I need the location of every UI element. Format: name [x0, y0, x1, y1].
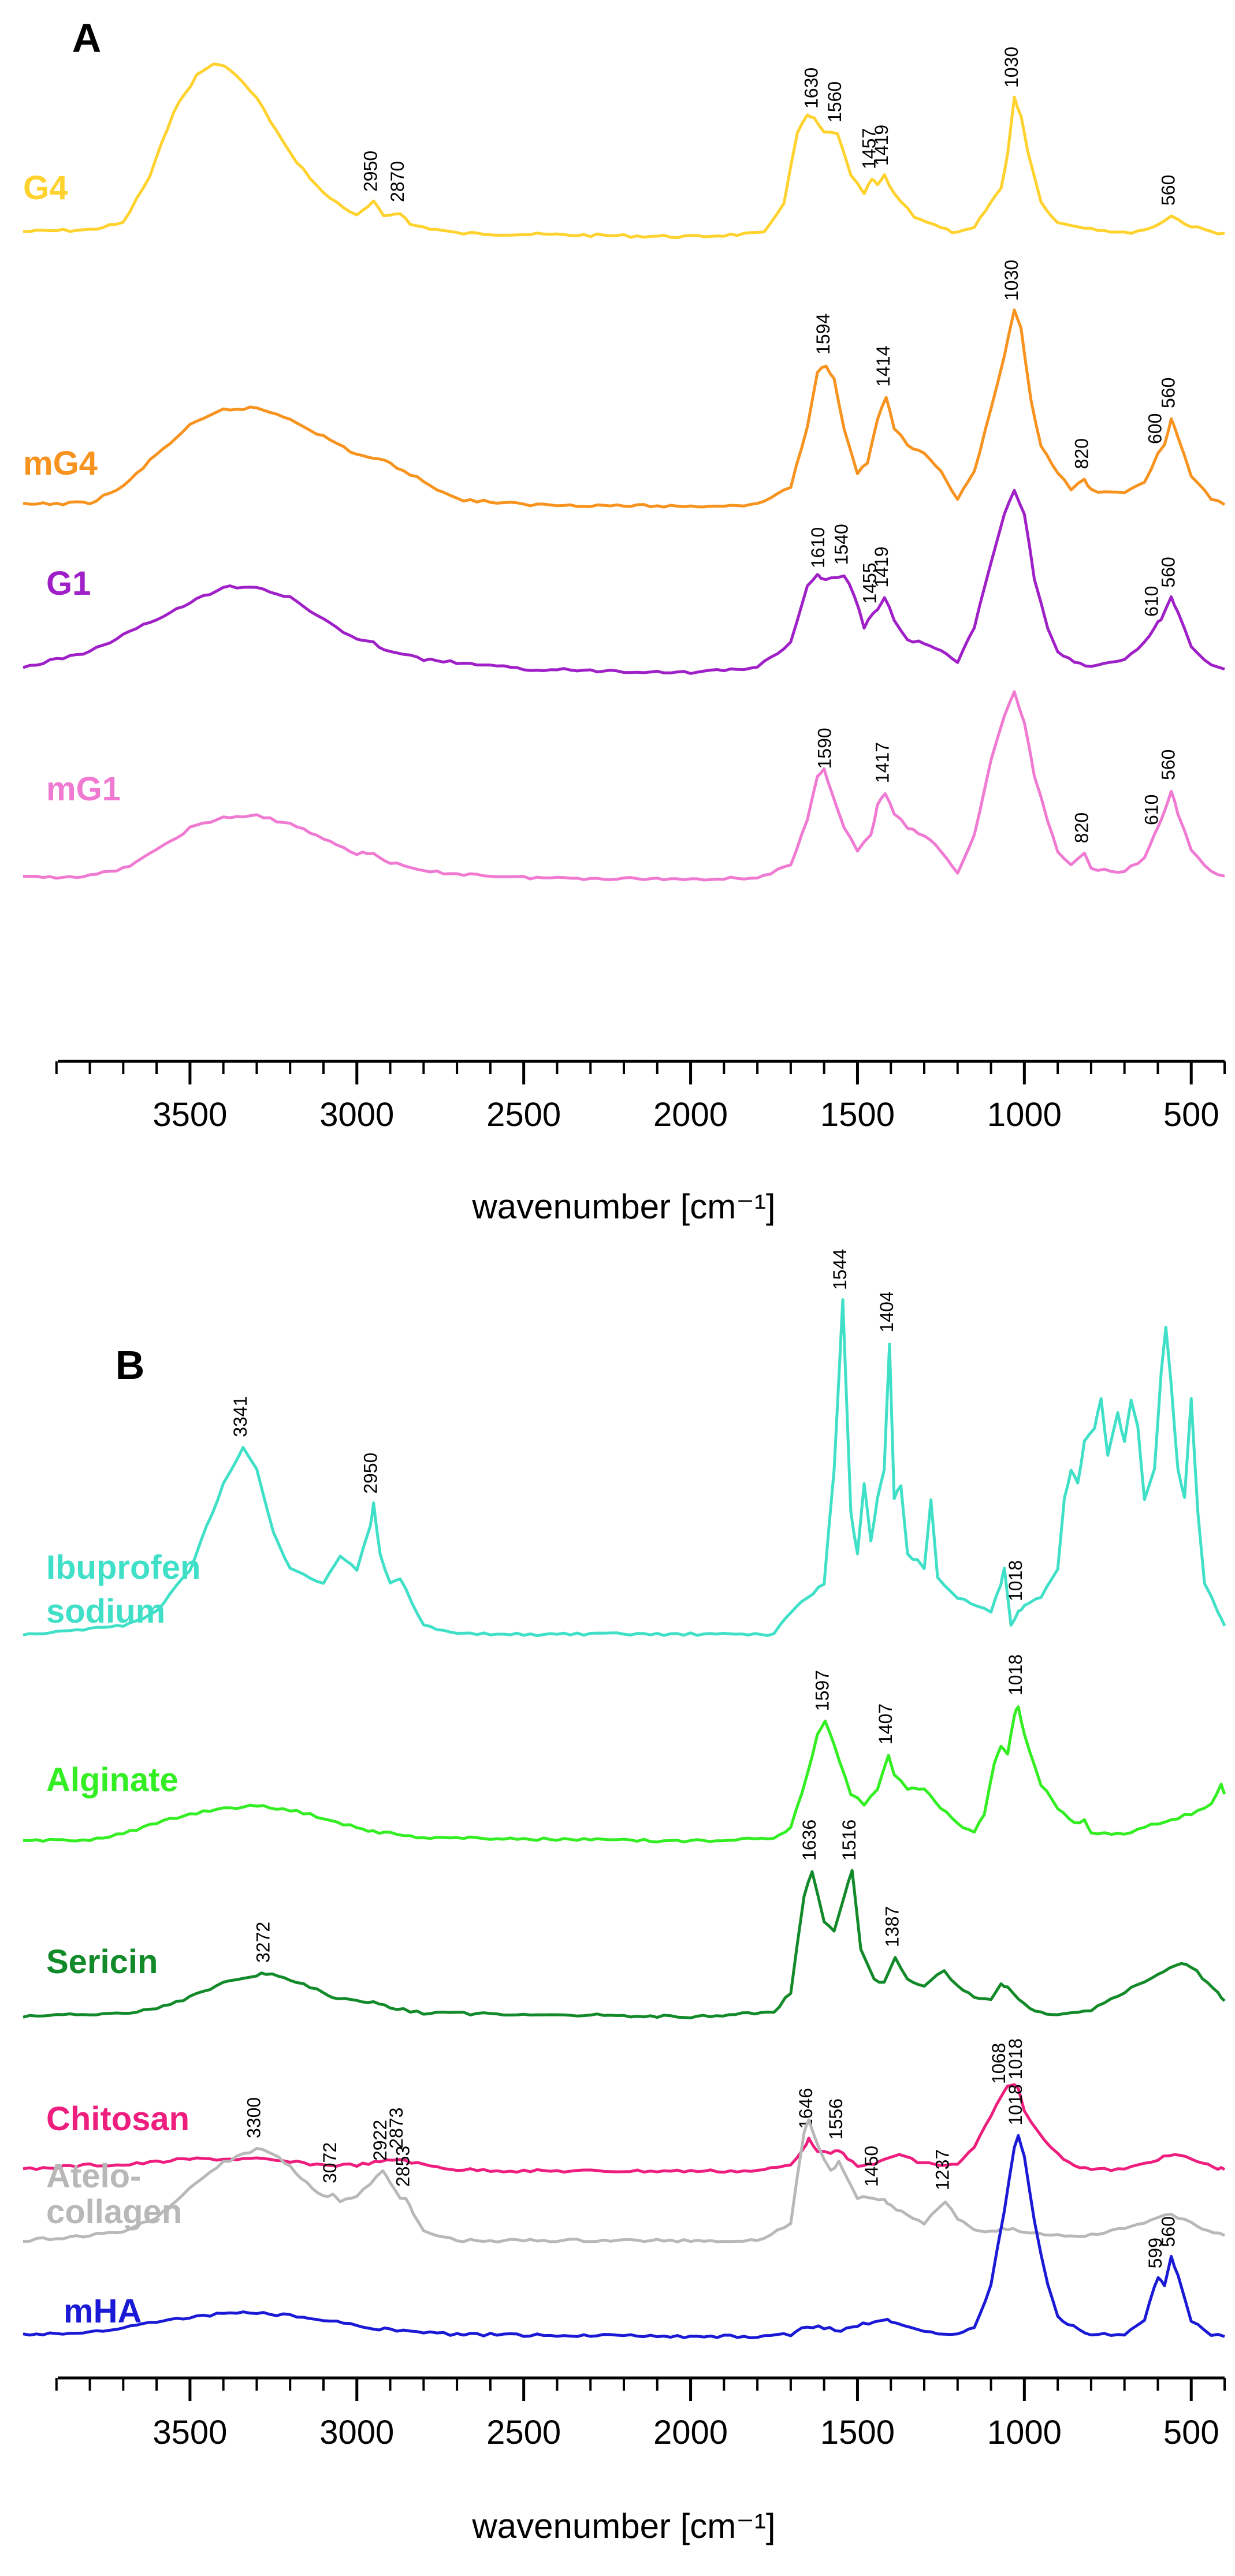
panel-a-series-g1-line	[23, 489, 1225, 675]
panel-b-tick-label-1500: 1500	[820, 2414, 895, 2451]
panel-b-series-label-atelocollagen-line1: Atelo-	[46, 2157, 141, 2195]
panel-b-series-label-ibuprofen-sodium-line1: Ibuprofen	[46, 1549, 200, 1586]
panel-a-peak-label-mg1-820: 820	[1071, 812, 1092, 843]
panel-b-x-axis-label: wavenumber [cm⁻¹]	[471, 2507, 775, 2545]
panel-a-peak-label-mg1-1417: 1417	[872, 742, 892, 783]
panel-b-series-ibuprofen-sodium-line	[23, 1298, 1226, 1638]
panel-b-peak-label-atelocollagen-2922: 2922	[370, 2120, 390, 2161]
panel-a-tick-label-2000: 2000	[653, 1096, 728, 1134]
panel-a-series-label-mg4: mG4	[23, 445, 98, 482]
panel-a-peak-label-g4-2950: 2950	[360, 151, 381, 192]
panel-a-tick-label-3000: 3000	[319, 1096, 394, 1134]
panel-b-series-atelocollagen-line	[23, 2118, 1225, 2243]
panel-a-peak-label-g1-1419: 1419	[871, 546, 892, 587]
panel-a-tick-label-3500: 3500	[152, 1096, 227, 1134]
panel-a-peak-label-g4-560: 560	[1158, 175, 1179, 206]
panel-b-peak-label-ibuprofen-sodium-1018: 1018	[1005, 1560, 1026, 1601]
panel-b-peak-label-mha-560: 560	[1158, 2216, 1179, 2247]
panel-b-series-label-mha: mHA	[64, 2292, 142, 2330]
panel-a-peak-label-mg4-600: 600	[1144, 413, 1165, 444]
panel-a-series-mg4-line	[23, 308, 1226, 509]
panel-a-series-label-g1: G1	[46, 565, 91, 602]
panel-b-series-label-sericin: Sericin	[46, 1943, 158, 1981]
panel-a-x-axis-label: wavenumber [cm⁻¹]	[471, 1187, 775, 1226]
panel-b-tick-label-2000: 2000	[653, 2414, 728, 2451]
panel-b-peak-label-mha-1018: 1018	[1005, 2084, 1026, 2125]
panel-b-letter: B	[116, 1343, 145, 1388]
panel-a-peak-label-g1-560: 560	[1158, 557, 1179, 587]
panel-b-peak-label-chitosan-2873: 2873	[386, 2108, 407, 2149]
panel-b-peak-label-ibuprofen-sodium-3341: 3341	[230, 1396, 251, 1437]
panel-a-peak-label-g4-1457: 1457	[858, 128, 879, 169]
panel-a-peak-label-g1-610: 610	[1141, 586, 1162, 617]
panel-a-tick-label-1000: 1000	[987, 1096, 1062, 1134]
panel-a-peak-label-mg4-1414: 1414	[873, 346, 894, 387]
panel-b-tick-label-3000: 3000	[319, 2414, 394, 2451]
panel-a-peak-label-mg4-1030: 1030	[1001, 260, 1022, 301]
panel-a-peak-label-g4-1630: 1630	[801, 68, 821, 109]
panel-a-peak-label-g1-1540: 1540	[831, 524, 851, 565]
panel-b-peak-label-alginate-1597: 1597	[812, 1670, 832, 1711]
panel-a-peak-label-g4-1560: 1560	[824, 81, 845, 122]
panel-a-peak-label-mg4-1594: 1594	[813, 314, 834, 355]
panel-a-peak-label-mg1-560: 560	[1158, 750, 1179, 780]
panel-b-series-mha-line	[23, 2134, 1225, 2339]
panel-a-series-g4-line	[23, 62, 1225, 240]
panel-b-peak-label-atelocollagen-1237: 1237	[932, 2149, 953, 2190]
panel-b-peak-label-atelocollagen-1450: 1450	[861, 2146, 881, 2187]
panel-a-letter: A	[72, 16, 102, 61]
panel-b-series-chitosan-line	[23, 2083, 1226, 2174]
panel-b-peak-label-sericin-1387: 1387	[882, 1906, 903, 1947]
panel-b-peak-label-atelocollagen-3300: 3300	[243, 2097, 264, 2138]
panel-a-peak-label-g1-1455: 1455	[859, 562, 880, 603]
panel-a-tick-label-1500: 1500	[820, 1096, 895, 1134]
panel-b-tick-label-1000: 1000	[987, 2414, 1062, 2451]
panel-a-peak-label-g4-2870: 2870	[387, 161, 408, 202]
panel-b-peak-label-atelocollagen-3072: 3072	[319, 2142, 340, 2183]
panel-b-peak-label-atelocollagen-2853: 2853	[393, 2146, 414, 2187]
panel-b-tick-label-500: 500	[1163, 2414, 1219, 2451]
panel-b-peak-label-sericin-1516: 1516	[839, 1820, 860, 1861]
panel-b-series-label-ibuprofen-sodium-line2: sodium	[46, 1593, 165, 1630]
panel-b-peak-label-mha-599: 599	[1145, 2238, 1166, 2268]
panel-b-peak-label-chitosan-1556: 1556	[825, 2098, 846, 2139]
panel-b-peak-label-chitosan-1646: 1646	[795, 2088, 816, 2129]
panel-b-peak-label-alginate-1407: 1407	[875, 1703, 896, 1744]
panel-b-peak-label-ibuprofen-sodium-2950: 2950	[360, 1453, 381, 1494]
panel-b-peak-label-sericin-1636: 1636	[799, 1820, 820, 1861]
panel-a-series-mg1-line	[23, 690, 1225, 882]
panel-b-series-label-atelocollagen-line2: collagen	[46, 2193, 182, 2231]
panel-b-series-label-chitosan: Chitosan	[46, 2100, 189, 2138]
panel-b-peak-label-sericin-3272: 3272	[253, 1922, 274, 1963]
panel-a-peak-label-mg1-1590: 1590	[814, 728, 835, 769]
panel-b-series-alginate-line	[23, 1705, 1226, 1844]
panel-b: B 3500 3000 2500 2000 1500 1000 500 wavenumber […	[23, 1249, 1226, 2545]
panel-a-peak-label-mg4-820: 820	[1071, 438, 1092, 469]
panel-a-peak-label-g4-1419: 1419	[871, 125, 892, 166]
panel-a-series-label-g4: G4	[23, 169, 68, 207]
panel-b-peak-label-chitosan-1068: 1068	[988, 2043, 1009, 2084]
panel-a-peak-label-g4-1030: 1030	[1001, 47, 1022, 88]
panel-b-peak-label-alginate-1018: 1018	[1005, 1654, 1026, 1695]
panel-a-tick-label-500: 500	[1163, 1096, 1219, 1134]
panel-a-series-label-mg1: mG1	[46, 770, 121, 808]
panel-a-peak-label-mg1-610: 610	[1141, 795, 1162, 825]
panel-a-peak-label-g1-1610: 1610	[808, 527, 828, 568]
panel-a: A 3500 3000 2500 2000 1500 1000 500 wavenumber […	[23, 16, 1226, 1226]
panel-a-peak-label-mg4-560: 560	[1158, 378, 1179, 408]
panel-b-tick-label-2500: 2500	[486, 2414, 561, 2451]
panel-b-peak-label-ibuprofen-sodium-1404: 1404	[876, 1291, 897, 1332]
panel-b-tick-label-3500: 3500	[152, 2414, 227, 2451]
panel-a-tick-label-2500: 2500	[486, 1096, 561, 1134]
panel-b-series-label-alginate: Alginate	[46, 1761, 178, 1799]
panel-b-series-sericin-line	[23, 1869, 1226, 2019]
panel-b-peak-label-chitosan-1018: 1018	[1005, 2038, 1026, 2079]
panel-b-peak-label-ibuprofen-sodium-1544: 1544	[829, 1249, 850, 1290]
